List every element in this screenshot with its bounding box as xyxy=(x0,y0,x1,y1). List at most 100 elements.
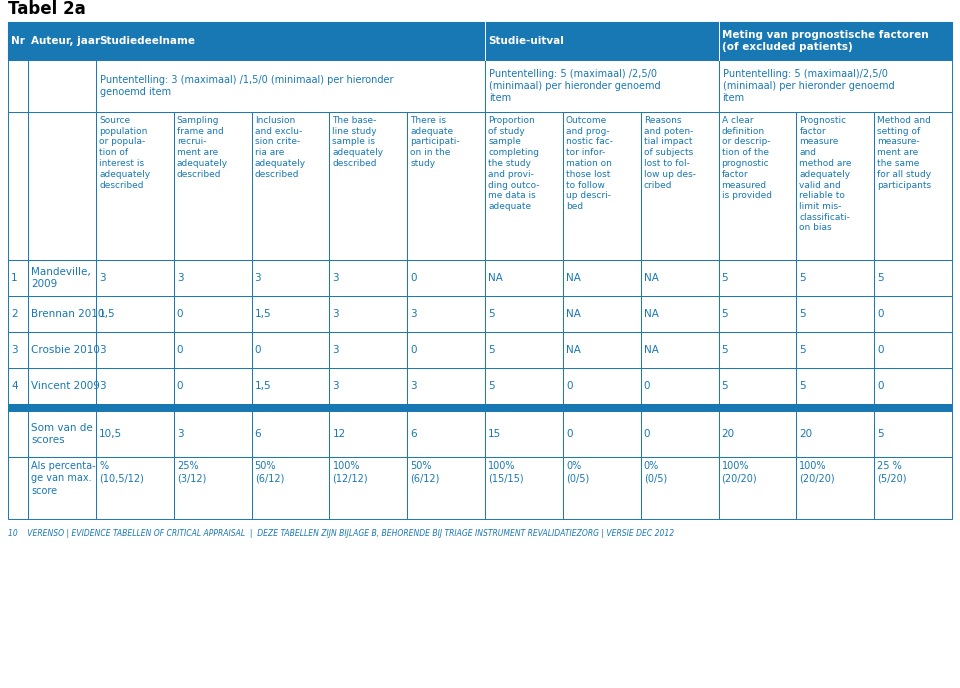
Text: Proportion
of study
sample
completing
the study
and provi-
ding outco-
me data i: Proportion of study sample completing th… xyxy=(488,116,540,211)
Bar xyxy=(563,260,640,296)
Text: 15: 15 xyxy=(488,429,501,439)
Bar xyxy=(329,112,407,260)
Text: 5: 5 xyxy=(800,345,806,355)
Bar xyxy=(640,296,718,332)
Text: NA: NA xyxy=(565,345,581,355)
Bar xyxy=(8,368,28,404)
Text: 5: 5 xyxy=(800,381,806,391)
Text: 0: 0 xyxy=(877,309,884,319)
Text: Puntentelling: 5 (maximaal)/2,5/0
(minimaal) per hieronder genoemd
item: Puntentelling: 5 (maximaal)/2,5/0 (minim… xyxy=(723,69,894,103)
Bar xyxy=(875,112,952,260)
Text: Mandeville,
2009: Mandeville, 2009 xyxy=(31,267,91,289)
Bar xyxy=(407,411,485,457)
Text: Brennan 2010: Brennan 2010 xyxy=(31,309,105,319)
Text: Method and
setting of
measure-
ment are
the same
for all study
participants: Method and setting of measure- ment are … xyxy=(877,116,931,189)
Text: 1,5: 1,5 xyxy=(254,309,272,319)
Text: 3: 3 xyxy=(99,381,106,391)
Text: Als percenta-
ge van max.
score: Als percenta- ge van max. score xyxy=(31,461,96,496)
Bar xyxy=(797,296,875,332)
Text: 5: 5 xyxy=(488,345,494,355)
Text: 6: 6 xyxy=(410,429,417,439)
Text: 0: 0 xyxy=(565,429,572,439)
Bar xyxy=(875,296,952,332)
Bar xyxy=(718,112,797,260)
Bar xyxy=(875,368,952,404)
Bar xyxy=(485,368,563,404)
Bar xyxy=(252,112,329,260)
Bar xyxy=(797,332,875,368)
Bar xyxy=(28,112,96,260)
Text: 100%
(15/15): 100% (15/15) xyxy=(488,461,524,484)
Bar xyxy=(875,411,952,457)
Text: Nr: Nr xyxy=(12,36,25,46)
Text: Sampling
frame and
recrui-
ment are
adequately
described: Sampling frame and recrui- ment are adeq… xyxy=(177,116,228,179)
Text: 10,5: 10,5 xyxy=(99,429,122,439)
Text: 4: 4 xyxy=(11,381,17,391)
Text: 1,5: 1,5 xyxy=(99,309,115,319)
Text: Reasons
and poten-
tial impact
of subjects
lost to fol-
low up des-
cribed: Reasons and poten- tial impact of subjec… xyxy=(644,116,696,189)
Text: 6: 6 xyxy=(254,429,261,439)
Text: 2: 2 xyxy=(11,309,17,319)
Text: 0: 0 xyxy=(177,309,183,319)
Text: NA: NA xyxy=(565,309,581,319)
Bar xyxy=(563,368,640,404)
Text: 5: 5 xyxy=(877,429,884,439)
Bar xyxy=(875,457,952,519)
Text: 25%
(3/12): 25% (3/12) xyxy=(177,461,206,484)
Text: 10    VERENSO | EVIDENCE TABELLEN OF CRITICAL APPRAISAL  |  DEZE TABELLEN ZIJN B: 10 VERENSO | EVIDENCE TABELLEN OF CRITIC… xyxy=(8,529,674,538)
Text: 0: 0 xyxy=(644,429,650,439)
Text: There is
adequate
participati-
on in the
study: There is adequate participati- on in the… xyxy=(410,116,460,168)
Text: Inclusion
and exclu-
sion crite-
ria are
adequately
described: Inclusion and exclu- sion crite- ria are… xyxy=(254,116,306,179)
Bar xyxy=(407,260,485,296)
Bar xyxy=(28,368,96,404)
Bar xyxy=(252,260,329,296)
Text: 5: 5 xyxy=(488,309,494,319)
Text: 3: 3 xyxy=(11,345,17,355)
Bar xyxy=(875,332,952,368)
Bar xyxy=(8,404,952,411)
Bar xyxy=(96,368,174,404)
Bar xyxy=(563,112,640,260)
Bar xyxy=(8,22,952,60)
Bar xyxy=(797,112,875,260)
Bar xyxy=(563,457,640,519)
Bar xyxy=(640,112,718,260)
Bar xyxy=(174,260,252,296)
Text: 5: 5 xyxy=(800,273,806,283)
Bar xyxy=(174,296,252,332)
Bar xyxy=(797,411,875,457)
Bar xyxy=(875,260,952,296)
Bar xyxy=(174,457,252,519)
Text: 5: 5 xyxy=(722,381,729,391)
Text: 20: 20 xyxy=(722,429,734,439)
Text: 3: 3 xyxy=(99,273,106,283)
Bar xyxy=(8,411,28,457)
Bar xyxy=(8,22,28,60)
Bar xyxy=(28,60,96,112)
Text: 3: 3 xyxy=(254,273,261,283)
Text: 3: 3 xyxy=(410,309,417,319)
Bar xyxy=(8,112,28,260)
Bar xyxy=(640,457,718,519)
Bar xyxy=(407,112,485,260)
Text: 0: 0 xyxy=(254,345,261,355)
Bar xyxy=(8,60,28,112)
Bar xyxy=(407,368,485,404)
Text: 0: 0 xyxy=(877,345,884,355)
Bar xyxy=(8,332,28,368)
Text: Source
population
or popula-
tion of
interest is
adequately
described: Source population or popula- tion of int… xyxy=(99,116,150,189)
Bar xyxy=(718,22,952,60)
Bar xyxy=(96,457,174,519)
Bar xyxy=(718,296,797,332)
Bar xyxy=(485,457,563,519)
Bar xyxy=(485,260,563,296)
Bar xyxy=(485,411,563,457)
Bar xyxy=(718,411,797,457)
Text: 5: 5 xyxy=(722,273,729,283)
Bar xyxy=(718,457,797,519)
Bar xyxy=(640,332,718,368)
Bar xyxy=(563,411,640,457)
Bar xyxy=(407,332,485,368)
Bar xyxy=(28,296,96,332)
Bar xyxy=(329,411,407,457)
